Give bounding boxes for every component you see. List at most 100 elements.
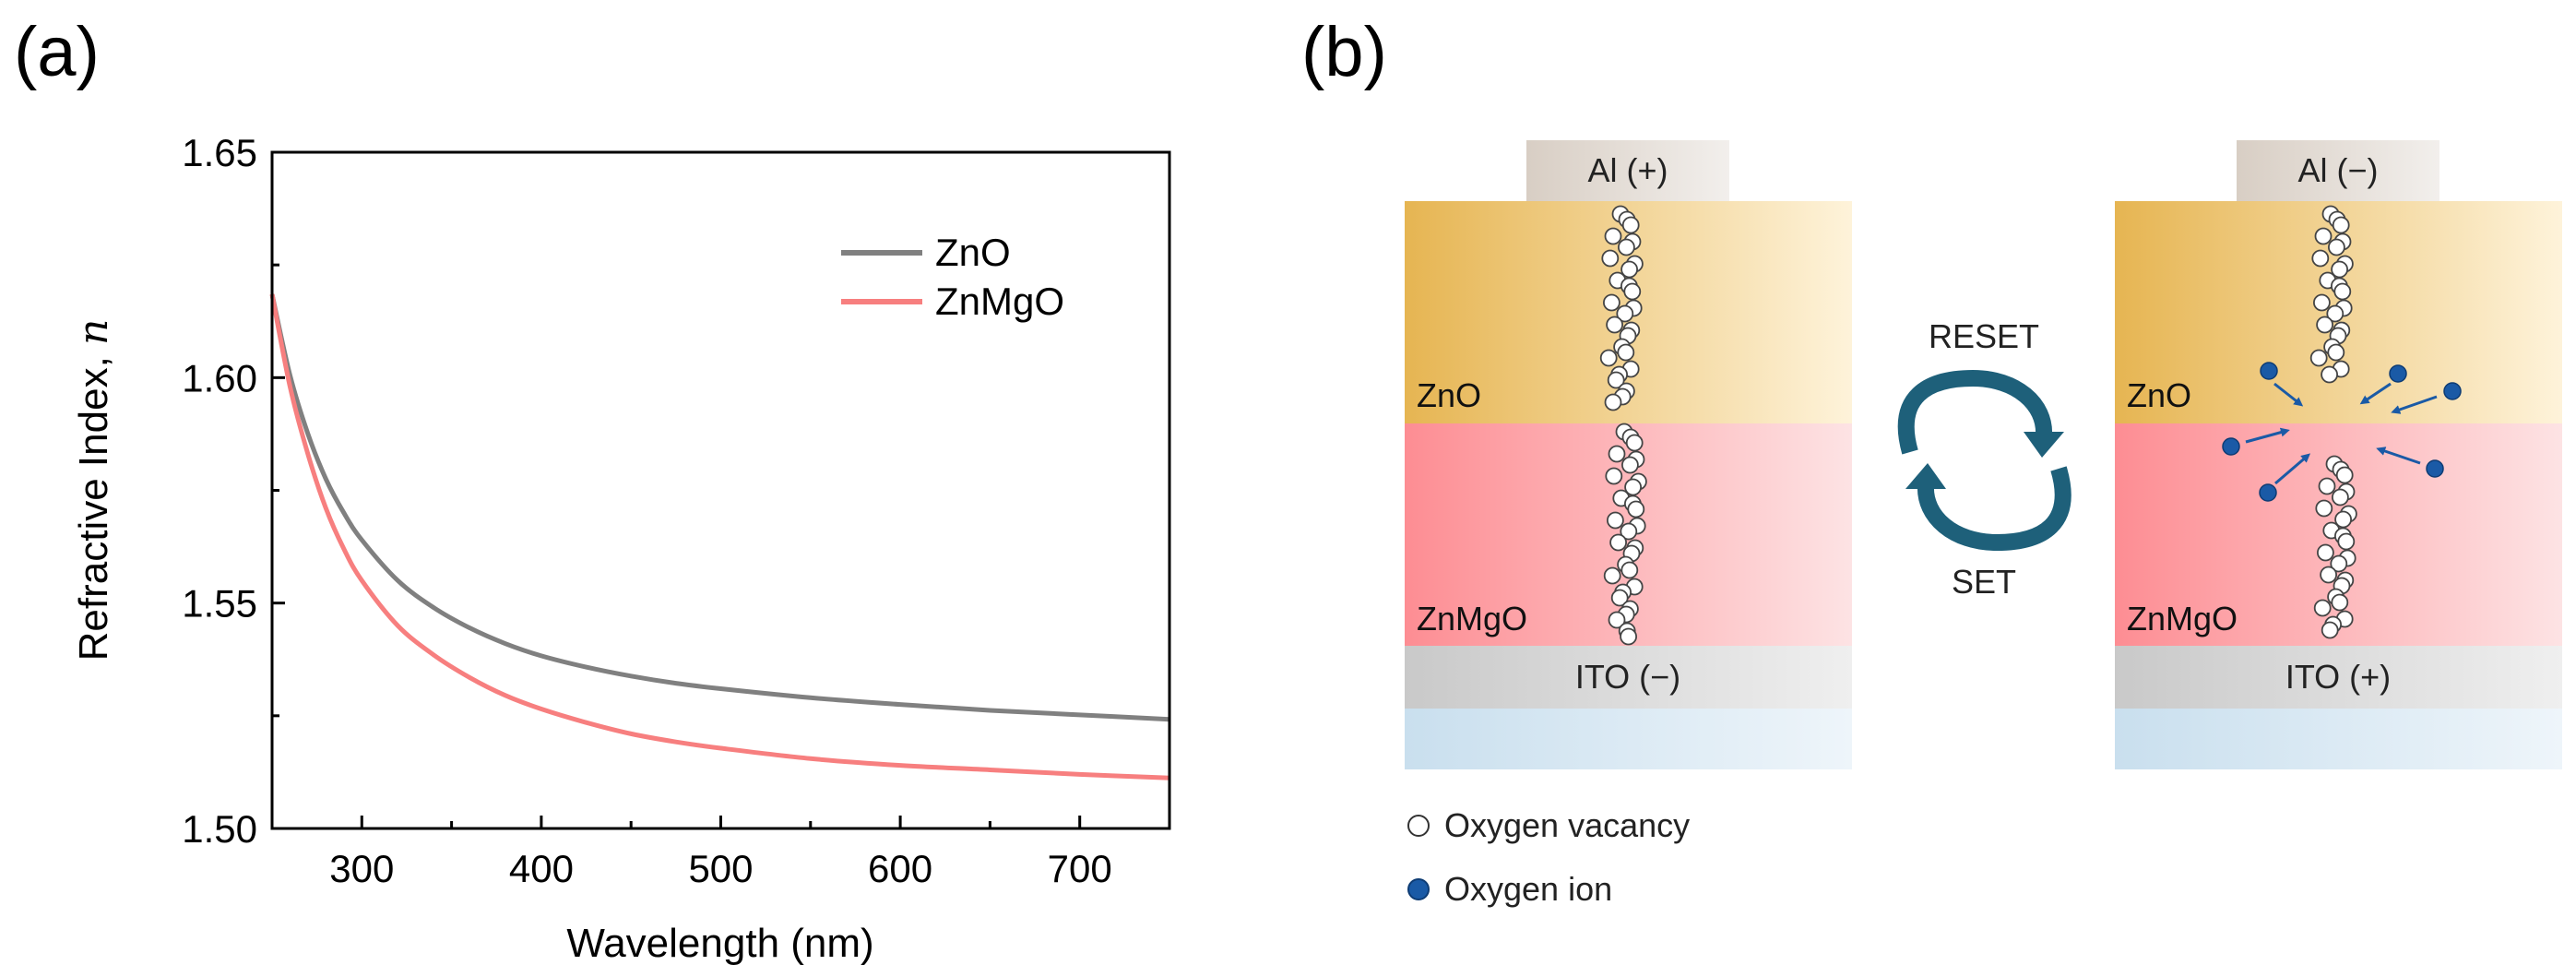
x-tick-label: 600 — [868, 847, 932, 890]
ito-label-right: ITO (+) — [2285, 658, 2391, 696]
oxygen-vacancy — [1609, 533, 1627, 552]
oxygen-vacancy — [1620, 522, 1638, 541]
oxygen-vacancy — [2314, 227, 2333, 245]
oxygen-vacancy — [1624, 478, 1642, 496]
oxygen-vacancy — [2321, 621, 2339, 639]
legend-vacancy-label: Oxygen vacancy — [1444, 806, 1690, 844]
legend-label-znmgo: ZnMgO — [935, 280, 1064, 323]
znmgo-label-left: ZnMgO — [1417, 600, 1527, 637]
reset-set-cycle: RESET SET — [1897, 317, 2071, 601]
oxygen-vacancy — [2327, 343, 2345, 362]
legend-label-zno: ZnO — [935, 231, 1011, 274]
x-tick-label: 500 — [688, 847, 753, 890]
cycle-arrowhead-bottom-icon — [1905, 463, 1946, 489]
oxygen-vacancy — [1601, 249, 1620, 268]
oxygen-ion — [2426, 459, 2444, 478]
oxygen-ion — [2389, 364, 2407, 383]
left-device-stack: Al (+) ZnO ZnMgO ITO (−) — [1405, 140, 1852, 769]
tick-labels-group: 300 400 500 600 700 1.50 1.55 1.60 1.65 — [182, 131, 1111, 890]
oxygen-vacancy — [2337, 532, 2356, 551]
oxygen-vacancy — [2334, 510, 2353, 529]
legend-vacancy-marker — [1407, 815, 1430, 837]
oxygen-vacancy — [1607, 511, 1624, 530]
oxygen-vacancy — [2335, 466, 2354, 484]
oxygen-vacancy — [2331, 260, 2349, 279]
legend-ion-label: Oxygen ion — [1444, 870, 1612, 908]
y-axis-label: Refractive Index, n — [70, 319, 117, 661]
oxygen-vacancy — [1627, 500, 1645, 518]
cycle-arrow-top-icon — [1897, 369, 2053, 455]
right-device-stack: Al (−) ZnO ZnMgO ITO (+) — [2115, 140, 2562, 769]
al-electrode-left — [1526, 140, 1729, 201]
oxygen-vacancy — [2316, 316, 2334, 334]
oxygen-vacancy — [1610, 589, 1629, 607]
oxygen-vacancy — [2333, 282, 2352, 301]
oxygen-vacancy — [1608, 445, 1626, 463]
chart-series-group — [269, 293, 1170, 780]
ito-layer-right — [2115, 646, 2562, 709]
ion-migration-arrow — [2245, 427, 2290, 444]
vacancy-filament-left — [1599, 205, 1647, 646]
oxygen-ions-right — [2222, 362, 2462, 502]
oxygen-vacancy — [1625, 434, 1644, 452]
al-label-right: Al (−) — [2297, 151, 2378, 189]
oxygen-vacancy — [1616, 304, 1634, 323]
oxygen-vacancy — [1621, 216, 1640, 234]
x-tick-label: 700 — [1048, 847, 1112, 890]
y-tick-label: 1.65 — [182, 131, 257, 174]
ito-label-left: ITO (−) — [1575, 658, 1680, 696]
substrate-right — [2115, 709, 2562, 769]
oxygen-vacancy — [1617, 343, 1635, 362]
series-line-znmgo — [269, 293, 1170, 780]
ion-migration-arrow — [2274, 453, 2311, 485]
chart-legend: ZnO ZnMgO — [841, 231, 1064, 323]
refractive-index-chart: 300 400 500 600 700 1.50 1.55 1.60 1.65 Waveleng… — [70, 131, 1171, 966]
oxygen-vacancy — [2331, 593, 2349, 612]
oxygen-vacancy — [2313, 599, 2332, 617]
zno-label-right: ZnO — [2127, 376, 2191, 414]
zno-label-left: ZnO — [1417, 376, 1481, 414]
oxygen-ion — [2443, 382, 2462, 400]
oxygen-vacancy — [2309, 349, 2328, 367]
oxygen-vacancy — [1608, 611, 1626, 629]
ito-layer-left — [1405, 646, 1852, 709]
vacancy-filament-right — [2309, 205, 2357, 639]
x-tick-label: 400 — [509, 847, 574, 890]
oxygen-vacancy — [1607, 371, 1625, 389]
oxygen-vacancy — [2311, 249, 2330, 268]
oxygen-vacancy — [1606, 316, 1623, 334]
oxygen-vacancy — [2326, 304, 2345, 323]
oxygen-vacancy — [1623, 282, 1642, 301]
cycle-arrow-bottom-icon — [1917, 466, 2071, 552]
oxygen-vacancy — [2315, 499, 2333, 518]
substrate-left — [1405, 709, 1852, 769]
oxygen-vacancy — [2331, 488, 2349, 506]
set-label: SET — [1952, 563, 2016, 601]
y-tick-label: 1.50 — [182, 807, 257, 851]
oxygen-vacancy — [2327, 238, 2345, 256]
reset-label: RESET — [1929, 317, 2039, 355]
oxygen-vacancy — [2320, 566, 2338, 584]
ion-migration-arrow — [2359, 382, 2392, 405]
oxygen-vacancy — [2316, 543, 2334, 562]
oxygen-vacancy — [1603, 566, 1621, 585]
cycle-arrowhead-top-icon — [2024, 432, 2064, 458]
panel-a-label: (a) — [14, 13, 100, 91]
oxygen-vacancy — [1621, 456, 1639, 474]
oxygen-vacancy — [2318, 477, 2336, 495]
oxygen-ion — [2260, 362, 2278, 380]
y-axis-label-symbol: n — [70, 319, 117, 345]
oxygen-vacancy — [1604, 227, 1622, 245]
al-electrode-right — [2237, 140, 2439, 201]
plot-frame — [270, 150, 1171, 830]
legend-ion-marker — [1407, 878, 1430, 900]
oxygen-vacancy — [1605, 467, 1623, 485]
panel-b-label: (b) — [1301, 13, 1387, 91]
y-tick-label: 1.55 — [182, 582, 257, 626]
ion-migration-arrow — [2391, 395, 2438, 414]
oxygen-ion — [2259, 483, 2277, 502]
oxygen-vacancy — [1620, 561, 1639, 579]
al-label-left: Al (+) — [1587, 151, 1668, 189]
oxygen-vacancy — [1620, 627, 1637, 646]
